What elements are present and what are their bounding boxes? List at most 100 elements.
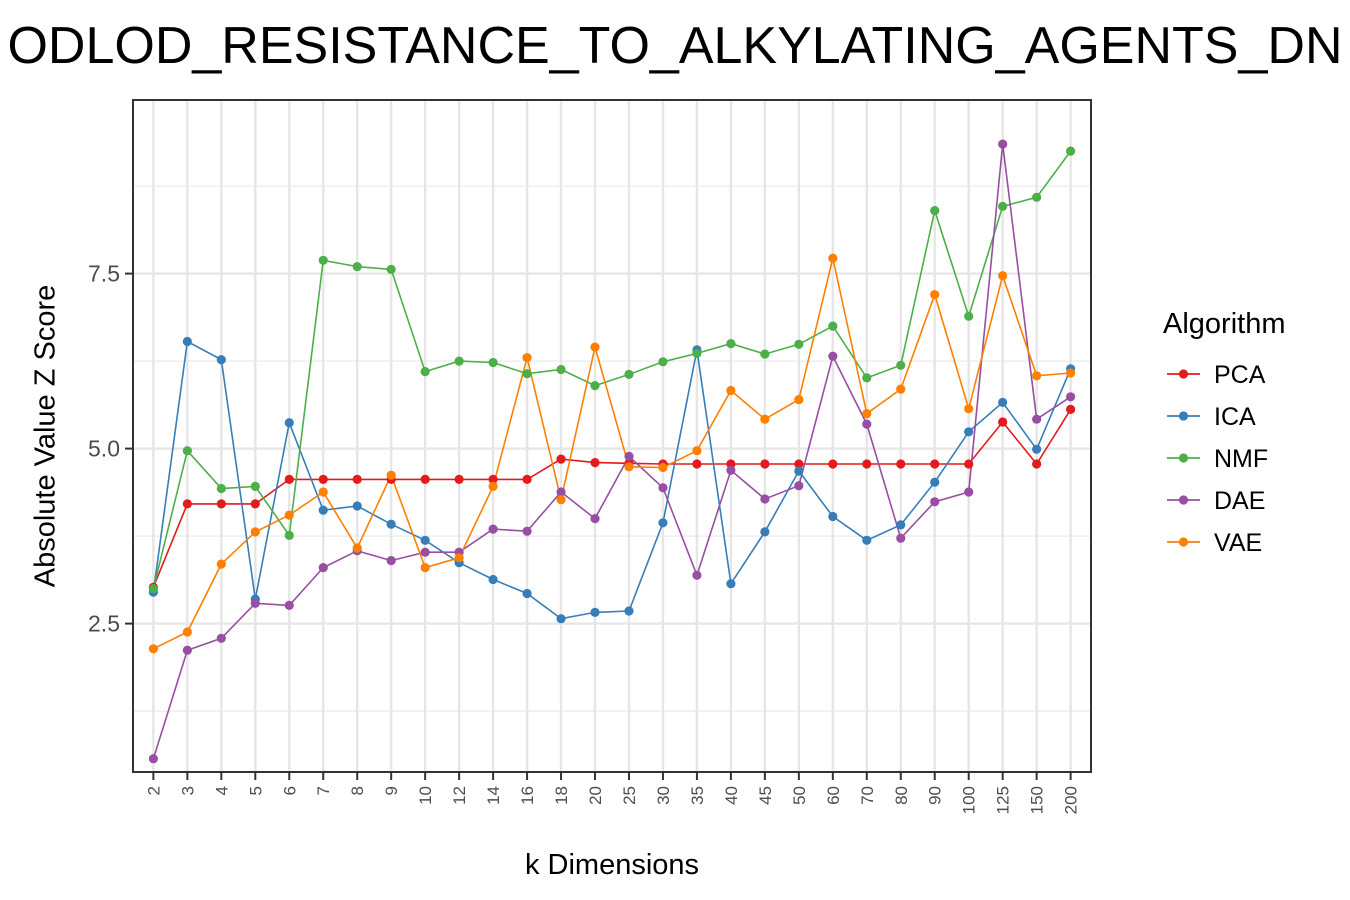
series-line-dae xyxy=(152,144,1072,759)
x-tick-label: 35 xyxy=(688,786,707,805)
data-point-pca xyxy=(964,459,974,469)
data-point-pca xyxy=(998,417,1008,427)
data-point-dae xyxy=(488,524,498,534)
data-point-nmf xyxy=(556,364,566,375)
data-point-ica xyxy=(182,336,192,347)
legend-label-ica: ICA xyxy=(1214,403,1256,431)
plot-panel-border xyxy=(132,99,1092,773)
data-point-nmf xyxy=(420,367,430,377)
data-point-pca xyxy=(726,459,736,469)
data-point-vae xyxy=(658,462,668,473)
y-tick-label: 7.5 xyxy=(88,261,120,287)
x-tick-label: 7 xyxy=(314,786,333,795)
x-axis-title: k Dimensions xyxy=(525,849,699,881)
data-point-nmf xyxy=(250,481,260,491)
data-point-nmf xyxy=(964,311,974,321)
data-point-nmf xyxy=(998,201,1008,211)
data-point-dae xyxy=(964,487,974,497)
data-point-ica xyxy=(386,519,396,529)
x-tick-label: 14 xyxy=(484,786,503,805)
data-point-vae xyxy=(522,353,532,363)
data-point-ica xyxy=(284,418,294,428)
legend-label-pca: PCA xyxy=(1214,361,1266,389)
data-point-pca xyxy=(590,458,600,468)
data-point-vae xyxy=(488,481,498,491)
data-point-ica xyxy=(318,505,328,515)
data-point-dae xyxy=(420,547,430,557)
data-point-nmf xyxy=(760,349,770,359)
data-point-vae xyxy=(862,409,872,419)
data-point-ica xyxy=(522,588,532,599)
legend-label-vae: VAE xyxy=(1214,529,1262,557)
x-tick-label: 12 xyxy=(450,786,469,805)
data-point-vae xyxy=(250,527,260,537)
data-point-vae xyxy=(352,543,362,553)
data-point-nmf xyxy=(624,369,634,379)
x-tick-label: 2 xyxy=(144,786,163,795)
x-tick-label: 9 xyxy=(382,786,401,795)
data-point-pca xyxy=(216,499,226,509)
data-point-ica xyxy=(998,397,1008,407)
data-point-vae xyxy=(1032,371,1042,381)
series-lines xyxy=(152,144,1072,759)
x-tick-label: 150 xyxy=(1028,786,1047,814)
data-point-nmf xyxy=(318,255,328,265)
x-tick-label: 70 xyxy=(858,786,877,805)
data-point-dae xyxy=(862,419,872,429)
x-tick-label: 60 xyxy=(824,786,843,805)
data-point-ica xyxy=(488,574,498,585)
data-point-nmf xyxy=(148,584,158,594)
data-point-ica xyxy=(964,427,974,437)
legend-title: Algorithm xyxy=(1163,308,1286,340)
y-axis-ticks: 2.5 5.0 7.5 xyxy=(88,261,133,637)
data-point-dae xyxy=(556,487,566,497)
x-axis-ticks: 2 3 4 5 6 7 8 9 10 12 14 16 18 20 25 30 35 40 45 50 60 70 80 90… xyxy=(144,772,1081,814)
data-point-dae xyxy=(1032,414,1042,424)
data-point-pca xyxy=(318,474,328,484)
data-point-pca xyxy=(896,459,906,469)
x-tick-label: 4 xyxy=(212,786,231,795)
data-point-ica xyxy=(590,607,600,618)
data-point-nmf xyxy=(1066,146,1076,156)
data-point-nmf xyxy=(284,530,294,541)
data-point-vae xyxy=(794,395,804,405)
data-point-ica xyxy=(726,579,736,589)
data-point-pca xyxy=(522,474,532,484)
data-point-ica xyxy=(862,535,872,545)
data-point-vae xyxy=(148,644,158,654)
data-point-dae xyxy=(658,483,668,493)
data-point-pca xyxy=(284,474,294,484)
data-point-vae xyxy=(692,446,702,456)
x-tick-label: 40 xyxy=(722,786,741,805)
legend-key-point-pca xyxy=(1178,369,1189,379)
x-tick-label: 200 xyxy=(1062,786,1081,814)
data-point-nmf xyxy=(896,360,906,370)
x-tick-label: 6 xyxy=(280,786,299,795)
data-point-vae xyxy=(998,271,1008,281)
data-point-pca xyxy=(930,459,940,469)
data-point-nmf xyxy=(352,262,362,272)
data-point-dae xyxy=(930,497,940,507)
data-point-dae xyxy=(624,451,634,461)
data-point-nmf xyxy=(1032,192,1042,202)
legend-label-nmf: NMF xyxy=(1214,445,1268,473)
data-point-ica xyxy=(760,527,770,537)
data-point-nmf xyxy=(182,446,192,456)
data-point-ica xyxy=(556,614,566,624)
data-point-dae xyxy=(386,556,396,566)
data-point-ica xyxy=(420,535,430,545)
data-point-nmf xyxy=(386,264,396,274)
x-tick-label: 5 xyxy=(246,786,265,795)
data-point-dae xyxy=(318,563,328,573)
data-point-vae xyxy=(284,510,294,520)
y-tick-label: 2.5 xyxy=(88,611,120,637)
data-point-pca xyxy=(250,499,260,509)
data-point-vae xyxy=(556,495,566,505)
data-point-dae xyxy=(250,598,260,608)
x-tick-label: 30 xyxy=(654,786,673,805)
data-point-ica xyxy=(216,355,226,365)
x-tick-label: 90 xyxy=(926,786,945,805)
series-line-vae xyxy=(153,258,1071,650)
data-point-pca xyxy=(454,474,464,484)
data-point-nmf xyxy=(454,356,464,366)
